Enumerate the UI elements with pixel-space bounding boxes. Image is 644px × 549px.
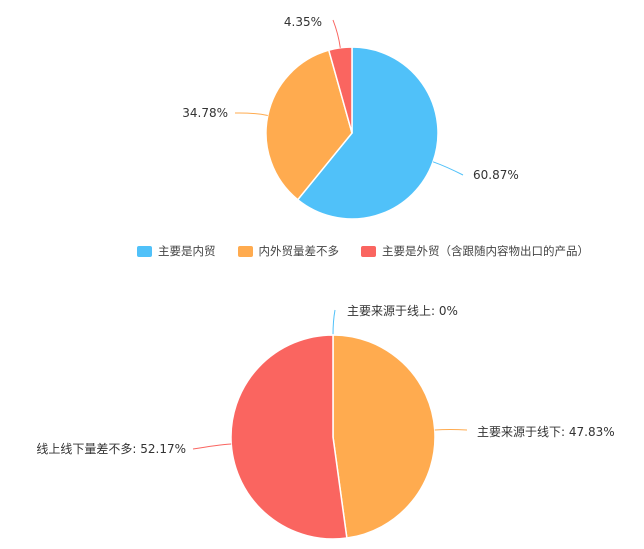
legend-label: 主要是内贸 — [158, 244, 216, 258]
legend-item-mixed[interactable]: 内外贸量差不多 — [237, 243, 340, 259]
pie-slice[interactable] — [296, 46, 439, 220]
legend-swatch — [361, 245, 376, 257]
data-label: 线上线下量差不多: 52.17% — [36, 442, 186, 456]
data-label: 34.78% — [182, 106, 228, 120]
data-label: 主要来源于线下: 47.83% — [477, 425, 615, 439]
legend-swatch — [137, 245, 152, 257]
legend: 主要是内贸 内外贸量差不多 主要是外贸（含跟随内容物出口的产品） — [137, 243, 589, 259]
pie-slice[interactable] — [265, 49, 353, 201]
legend-swatch — [237, 245, 253, 257]
legend-item-export[interactable]: 主要是外贸（含跟随内容物出口的产品） — [361, 243, 589, 259]
leader-line — [332, 19, 341, 48]
legend-label: 内外贸量差不多 — [258, 244, 340, 258]
leader-line — [192, 443, 232, 450]
data-label: 主要来源于线上: 0% — [347, 304, 458, 318]
leader-line — [432, 161, 464, 176]
data-label: 60.87% — [473, 168, 519, 182]
legend-label: 主要是外贸（含跟随内容物出口的产品） — [382, 244, 589, 258]
pie-slice[interactable] — [230, 334, 348, 540]
leader-line — [234, 112, 268, 116]
leader-line — [332, 309, 336, 336]
data-label: 4.35% — [284, 15, 322, 29]
legend-item-domestic[interactable]: 主要是内贸 — [137, 243, 216, 259]
pie-slice[interactable] — [332, 334, 436, 539]
